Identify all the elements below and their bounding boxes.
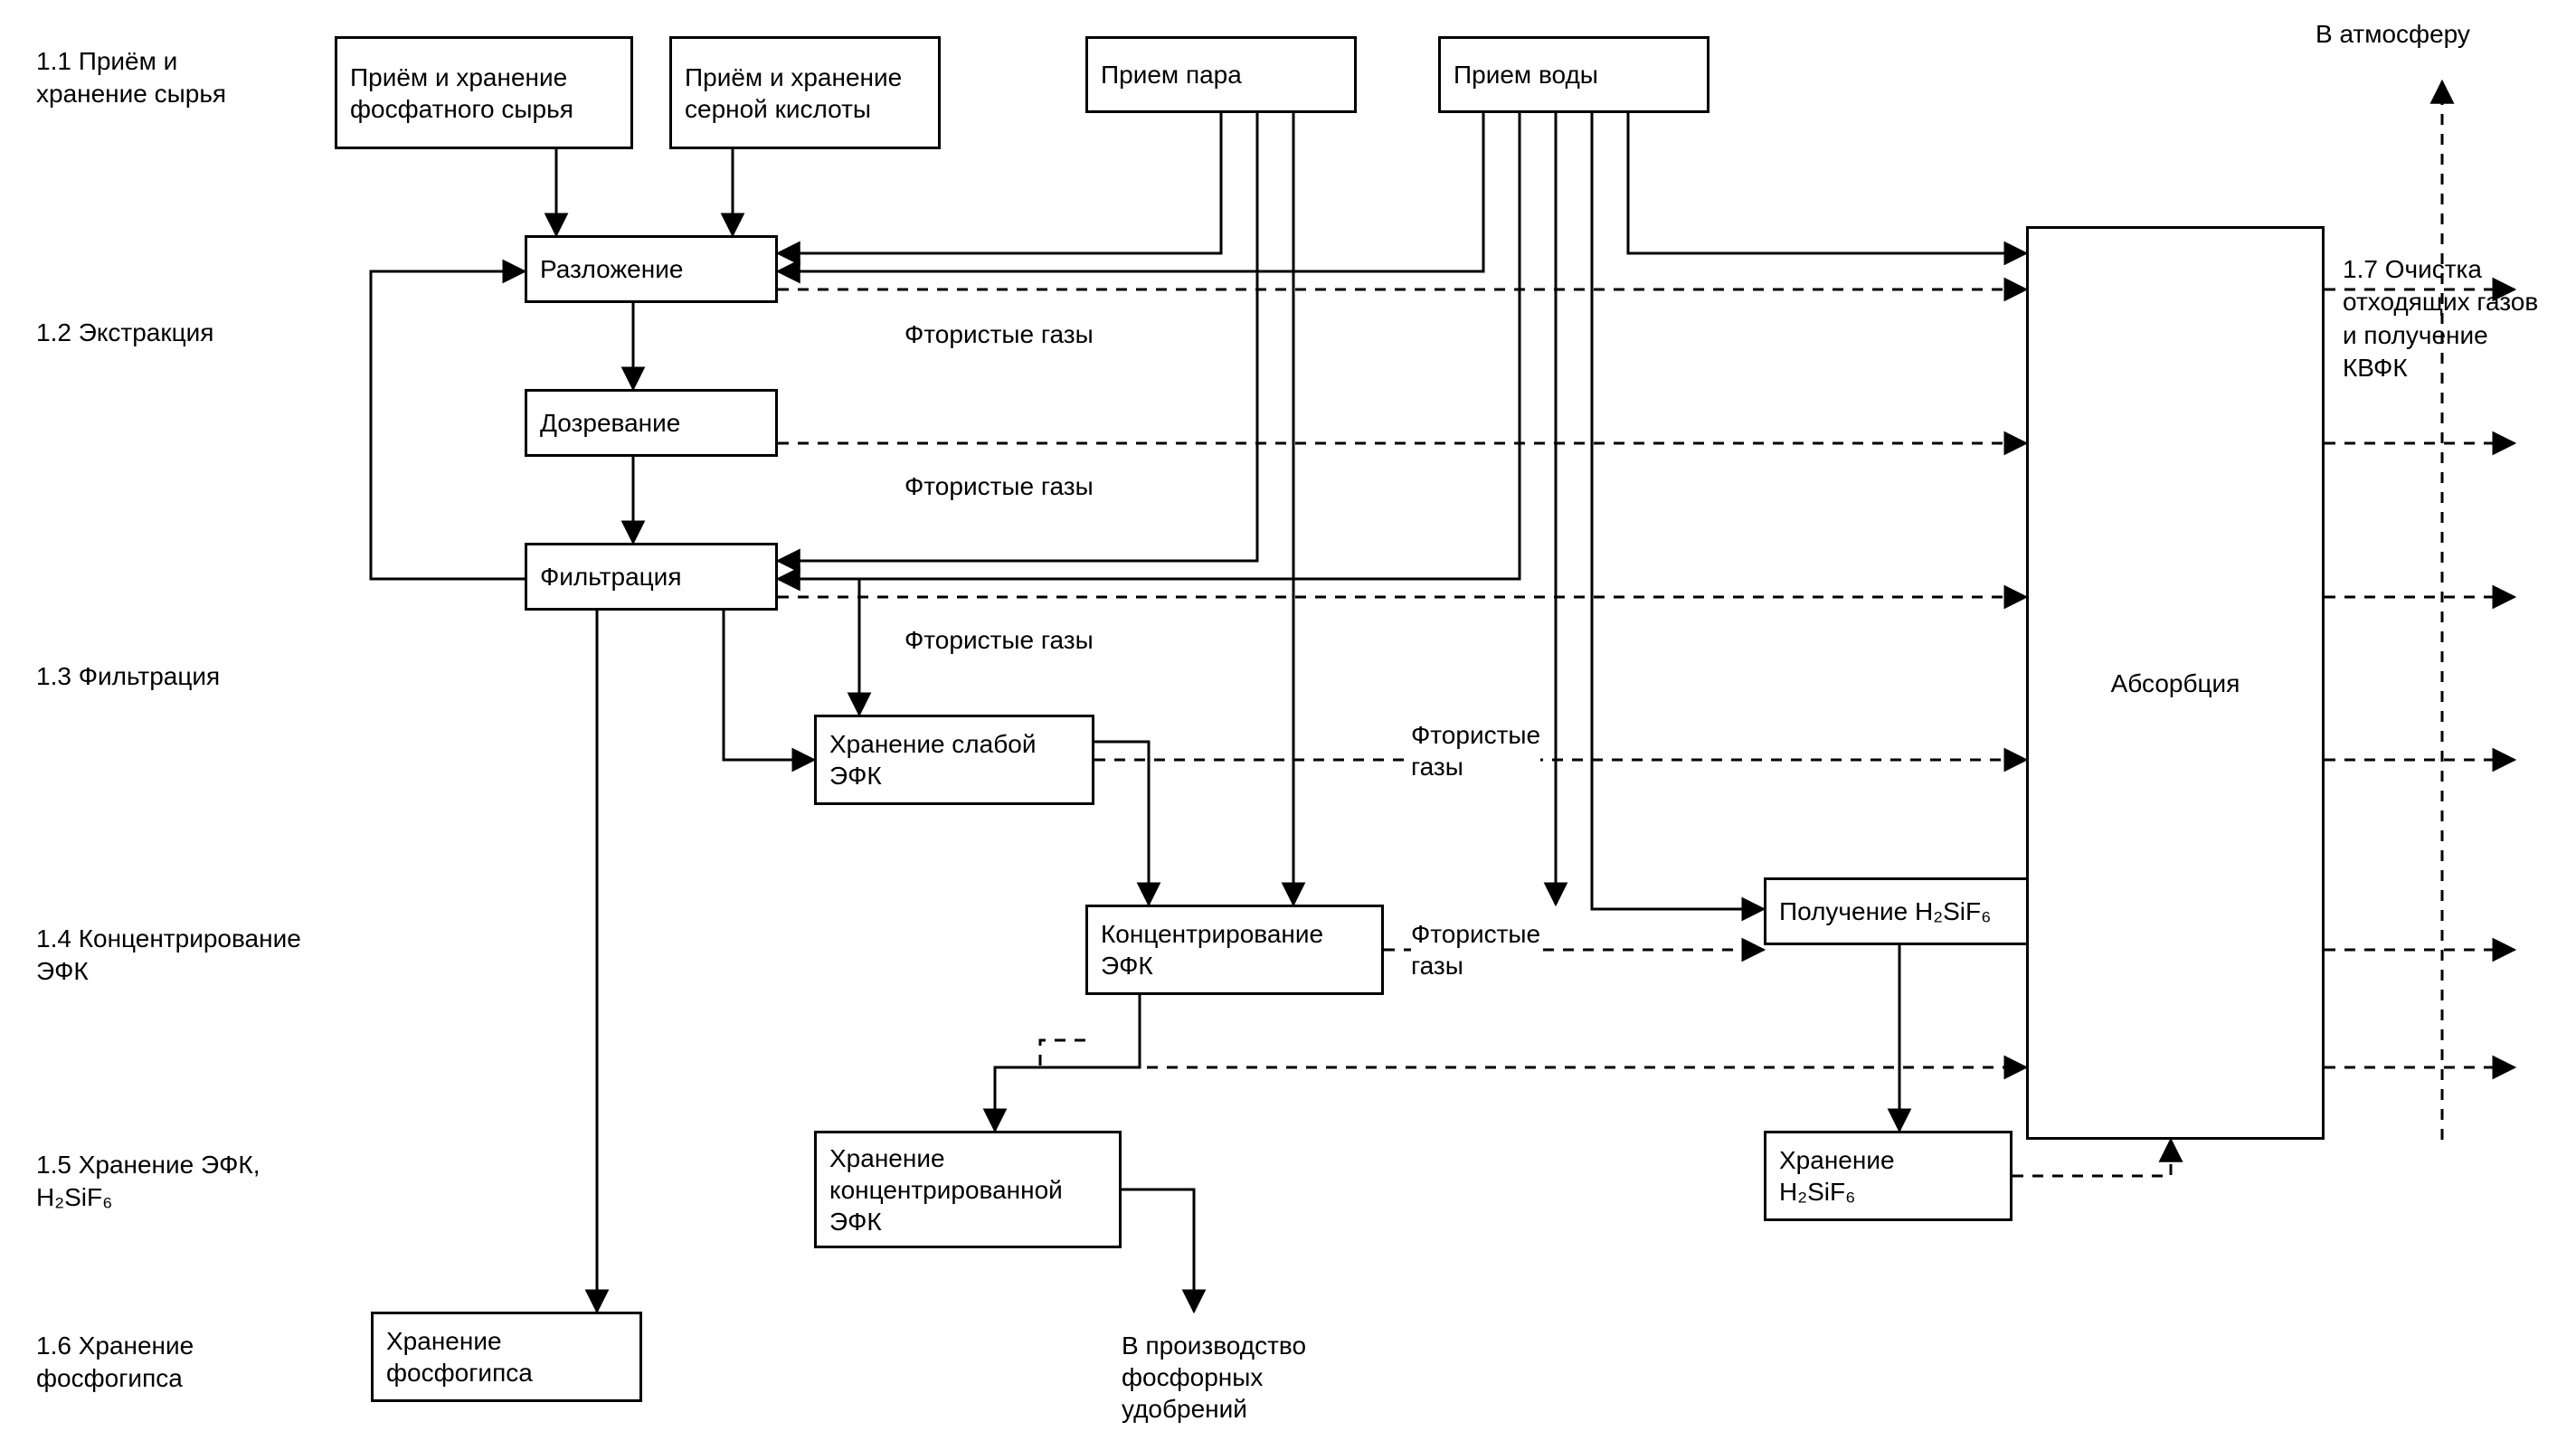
edge-label-4: Фтористые газы (1411, 918, 1540, 981)
section-label-s1: 1.1 Приём и хранение сырья (36, 45, 226, 111)
node-n_steam: Прием пара (1085, 36, 1357, 113)
edge-10 (1122, 1189, 1194, 1312)
section-label-s5: 1.5 Хранение ЭФК, H₂SiF₆ (36, 1149, 260, 1215)
node-n_ripen: Дозревание (525, 389, 778, 457)
node-label: Прием пара (1101, 59, 1242, 90)
node-n_storeconc: Хранение концентрированной ЭФК (814, 1131, 1122, 1248)
node-n_h2sif6: Получение H₂SiF₆ (1764, 877, 2062, 945)
edge-27 (2012, 1140, 2171, 1176)
edge-7 (724, 611, 814, 760)
diagram-canvas: Приём и хранение фосфатного сырья Приём и… (0, 0, 2576, 1450)
node-label: Прием воды (1454, 59, 1598, 90)
section-label-s7: 1.7 Очистка отходящих газов и получение … (2343, 253, 2538, 385)
node-label: Хранение фосфогипса (386, 1325, 533, 1388)
node-label: Хранение слабой ЭФК (829, 728, 1036, 791)
edge-label-1: Фтористые газы (904, 470, 1094, 502)
section-label-s3: 1.3 Фильтрация (36, 660, 220, 693)
section-label-atm: В атмосферу (2316, 18, 2470, 51)
node-label: Приём и хранение фосфатного сырья (350, 62, 573, 125)
edge-label-5: В производство фосфорных удобрений (1122, 1330, 1306, 1425)
node-n_storeh2: Хранение H₂SiF₆ (1764, 1131, 2012, 1221)
edge-19 (1628, 113, 2026, 253)
section-label-s2: 1.2 Экстракция (36, 317, 213, 349)
node-n_filter: Фильтрация (525, 543, 778, 611)
node-label: Разложение (540, 253, 683, 285)
edge-label-0: Фтористые газы (904, 318, 1094, 350)
node-label: Дозревание (540, 407, 680, 439)
node-n_sulf: Приём и хранение серной кислоты (669, 36, 941, 149)
node-label: Хранение концентрированной ЭФК (829, 1142, 1063, 1237)
edge-label-3: Фтористые газы (1411, 719, 1540, 782)
section-label-s6: 1.6 Хранение фосфогипса (36, 1330, 194, 1396)
node-n_decomp: Разложение (525, 235, 778, 303)
edge-16 (778, 113, 1520, 579)
node-label: Концентрирование ЭФК (1101, 918, 1323, 981)
node-n_absorb: Абсорбция (2026, 226, 2325, 1140)
node-label: Фильтрация (540, 561, 681, 592)
edge-18 (1592, 113, 1764, 909)
section-label-s4: 1.4 Концентрирование ЭФК (36, 923, 301, 989)
node-n_conc: Концентрирование ЭФК (1085, 905, 1384, 995)
node-label: Приём и хранение серной кислоты (685, 62, 902, 125)
edge-label-2: Фтористые газы (904, 624, 1094, 656)
node-n_water: Прием воды (1438, 36, 1709, 113)
node-label: Абсорбция (2111, 668, 2240, 699)
edge-9 (995, 995, 1140, 1131)
node-n_weak: Хранение слабой ЭФК (814, 715, 1094, 805)
node-label: Получение H₂SiF₆ (1779, 896, 1991, 927)
node-n_phos: Приём и хранение фосфатного сырья (335, 36, 633, 149)
edge-5 (371, 271, 525, 579)
edge-8 (1094, 742, 1149, 905)
edge-26 (1040, 1040, 2026, 1067)
node-n_phosgyp: Хранение фосфогипса (371, 1312, 642, 1402)
node-label: Хранение H₂SiF₆ (1779, 1144, 1895, 1208)
edge-6 (778, 579, 859, 715)
